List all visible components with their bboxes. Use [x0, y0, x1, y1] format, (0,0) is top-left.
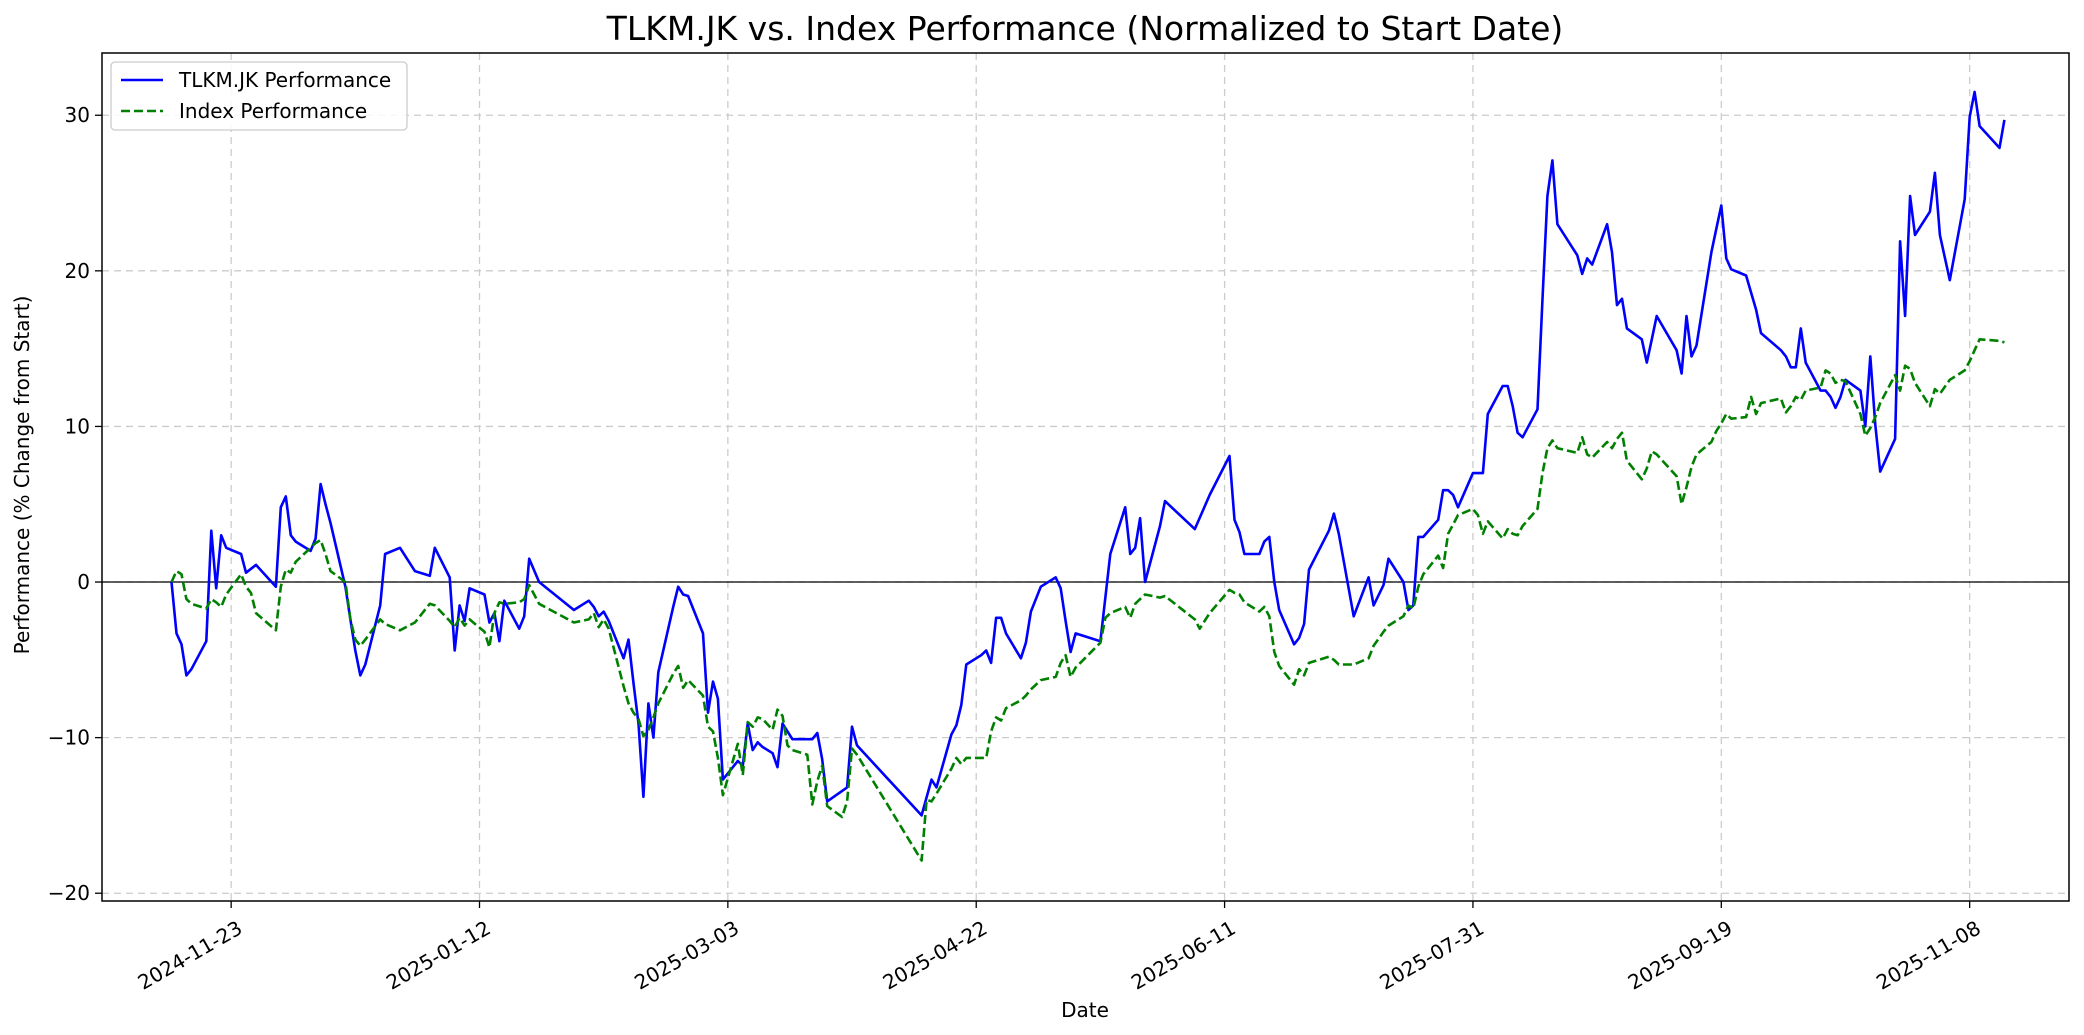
y-tick-label: 30	[65, 103, 90, 127]
legend: TLKM.JK Performance Index Performance	[110, 61, 408, 131]
plot-frame	[101, 52, 2070, 902]
tlkm-performance-line	[170, 90, 2006, 817]
y-tick-label: −10	[48, 726, 90, 750]
chart-title: TLKM.JK vs. Index Performance (Normalize…	[606, 9, 1564, 48]
legend-box	[110, 61, 408, 131]
y-tick-label: 0	[77, 570, 90, 594]
index-performance-line	[170, 337, 2005, 862]
series-layer	[170, 90, 2006, 862]
y-tick-label: −20	[48, 881, 90, 905]
legend-label: Index Performance	[179, 99, 367, 123]
y-axis-label: Performance (% Change from Start)	[10, 296, 34, 655]
y-tick-label: 20	[65, 259, 90, 283]
x-axis-label: Date	[1061, 998, 1109, 1022]
y-tick-label: 10	[65, 414, 90, 438]
legend-label: TLKM.JK Performance	[178, 68, 391, 92]
